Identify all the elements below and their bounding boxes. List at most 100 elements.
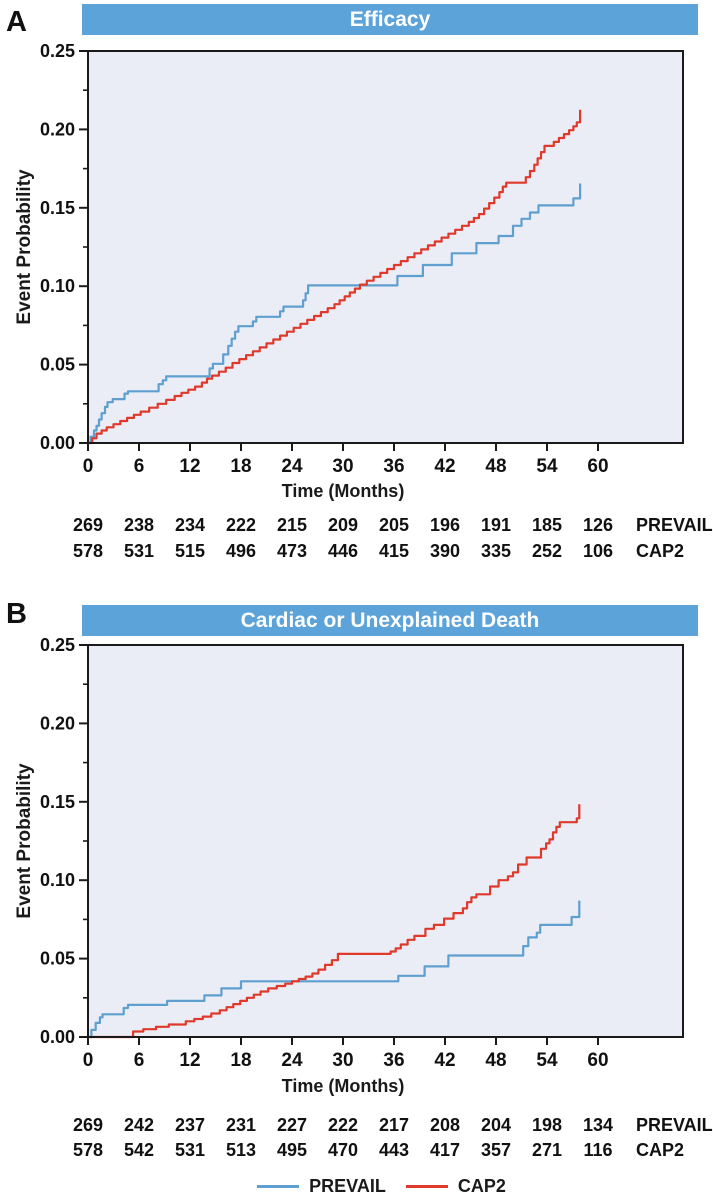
legend-label-prevail: PREVAIL — [309, 1176, 386, 1196]
legend-item-prevail: PREVAIL — [257, 1176, 386, 1197]
at-risk-count: 513 — [226, 1140, 256, 1160]
panel-b-title: Cardiac or Unexplained Death — [240, 608, 540, 632]
x-tick-label: 30 — [332, 1050, 353, 1071]
y-tick-label: 0.20 — [40, 119, 75, 139]
at-risk-count: 217 — [379, 1115, 409, 1135]
x-tick-label: 30 — [332, 456, 353, 477]
at-risk-count: 415 — [379, 541, 409, 561]
x-tick-label: 0 — [83, 1050, 94, 1071]
km-curve-prevail — [88, 900, 581, 1039]
x-tick-label: 24 — [281, 456, 303, 477]
cap2-line-swatch — [405, 1185, 448, 1188]
at-risk-count: 496 — [226, 541, 256, 561]
at-risk-count: 443 — [379, 1140, 409, 1160]
at-risk-count: 222 — [328, 1115, 358, 1135]
x-tick-label: 42 — [434, 456, 455, 477]
at-risk-count: 531 — [175, 1140, 205, 1160]
y-tick-label: 0.15 — [40, 792, 75, 812]
at-risk-count: 191 — [481, 515, 511, 535]
y-tick-label: 0.25 — [40, 41, 75, 61]
at-risk-group-label: PREVAIL — [636, 515, 713, 535]
panel-a-letter: A — [6, 6, 27, 38]
x-tick-label: 24 — [281, 1050, 303, 1071]
y-tick-label: 0.10 — [40, 276, 75, 296]
x-tick-label: 36 — [383, 1050, 404, 1071]
panel-b-header: Cardiac or Unexplained Death — [82, 605, 698, 636]
y-tick-label: 0.05 — [40, 949, 75, 969]
at-risk-count: 196 — [430, 515, 460, 535]
y-tick-label: 0.15 — [40, 198, 75, 218]
y-tick-label: 0.00 — [40, 1027, 75, 1047]
at-risk-count: 470 — [328, 1140, 358, 1160]
at-risk-count: 126 — [583, 515, 613, 535]
at-risk-count: 209 — [328, 515, 358, 535]
at-risk-count: 417 — [430, 1140, 460, 1160]
x-tick-label: 12 — [179, 456, 200, 477]
x-tick-label: 42 — [434, 1050, 455, 1071]
x-tick-label: 60 — [587, 1050, 608, 1071]
legend: PREVAIL CAP2 — [50, 1176, 713, 1197]
x-tick-label: 48 — [485, 456, 506, 477]
panel-b-letter: B — [6, 598, 27, 630]
panel-a-header: Efficacy — [82, 4, 698, 35]
panel-a-y-axis-title: Event Probability — [14, 169, 35, 325]
panel-b-x-axis-title: Time (Months) — [281, 1076, 405, 1096]
at-risk-count: 234 — [175, 515, 205, 535]
x-tick-label: 54 — [536, 1050, 558, 1071]
legend-item-cap2: CAP2 — [405, 1176, 506, 1197]
x-tick-label: 0 — [83, 456, 94, 477]
x-tick-label: 18 — [230, 1050, 251, 1071]
at-risk-count: 495 — [277, 1140, 307, 1160]
at-risk-count: 390 — [430, 541, 460, 561]
at-risk-count: 446 — [328, 541, 358, 561]
at-risk-count: 208 — [430, 1115, 460, 1135]
at-risk-group-label: CAP2 — [636, 541, 684, 561]
x-tick-label: 60 — [587, 456, 608, 477]
y-tick-label: 0.25 — [40, 635, 75, 655]
x-tick-label: 12 — [179, 1050, 200, 1071]
at-risk-count: 231 — [226, 1115, 256, 1135]
x-tick-label: 18 — [230, 456, 251, 477]
km-curve-cap2 — [88, 109, 582, 445]
panel-a-x-axis-title: Time (Months) — [281, 481, 405, 501]
at-risk-count: 578 — [73, 1140, 103, 1160]
x-tick-label: 54 — [536, 456, 558, 477]
at-risk-group-label: PREVAIL — [636, 1115, 713, 1135]
km-curve-prevail — [88, 183, 582, 445]
at-risk-count: 473 — [277, 541, 307, 561]
at-risk-count: 269 — [73, 1115, 103, 1135]
panel-a-title: Efficacy — [349, 7, 431, 31]
x-tick-label: 6 — [134, 1050, 145, 1071]
at-risk-count: 242 — [124, 1115, 154, 1135]
y-tick-label: 0.20 — [40, 713, 75, 733]
at-risk-count: 531 — [124, 541, 154, 561]
at-risk-count: 515 — [175, 541, 205, 561]
plot-frame — [87, 644, 684, 1038]
x-tick-label: 36 — [383, 456, 404, 477]
y-tick-label: 0.10 — [40, 870, 75, 890]
at-risk-count: 185 — [532, 515, 562, 535]
legend-label-cap2: CAP2 — [457, 1176, 506, 1196]
at-risk-count: 198 — [532, 1115, 562, 1135]
at-risk-count: 252 — [532, 541, 562, 561]
at-risk-count: 238 — [124, 515, 154, 535]
at-risk-count: 106 — [583, 541, 613, 561]
y-tick-label: 0.05 — [40, 355, 75, 375]
at-risk-count: 222 — [226, 515, 256, 535]
x-tick-label: 48 — [485, 1050, 506, 1071]
at-risk-count: 204 — [481, 1115, 511, 1135]
at-risk-count: 237 — [175, 1115, 205, 1135]
x-tick-label: 6 — [134, 456, 145, 477]
plot-frame — [87, 50, 684, 444]
at-risk-count: 269 — [73, 515, 103, 535]
at-risk-count: 227 — [277, 1115, 307, 1135]
panel-b-y-axis-title: Event Probability — [14, 763, 35, 919]
at-risk-count: 205 — [379, 515, 409, 535]
prevail-line-swatch — [257, 1185, 300, 1188]
at-risk-count: 215 — [277, 515, 307, 535]
km-curve-cap2 — [88, 804, 581, 1039]
panel-b-plot-area — [88, 645, 683, 1037]
at-risk-count: 542 — [124, 1140, 154, 1160]
at-risk-count: 335 — [481, 541, 511, 561]
